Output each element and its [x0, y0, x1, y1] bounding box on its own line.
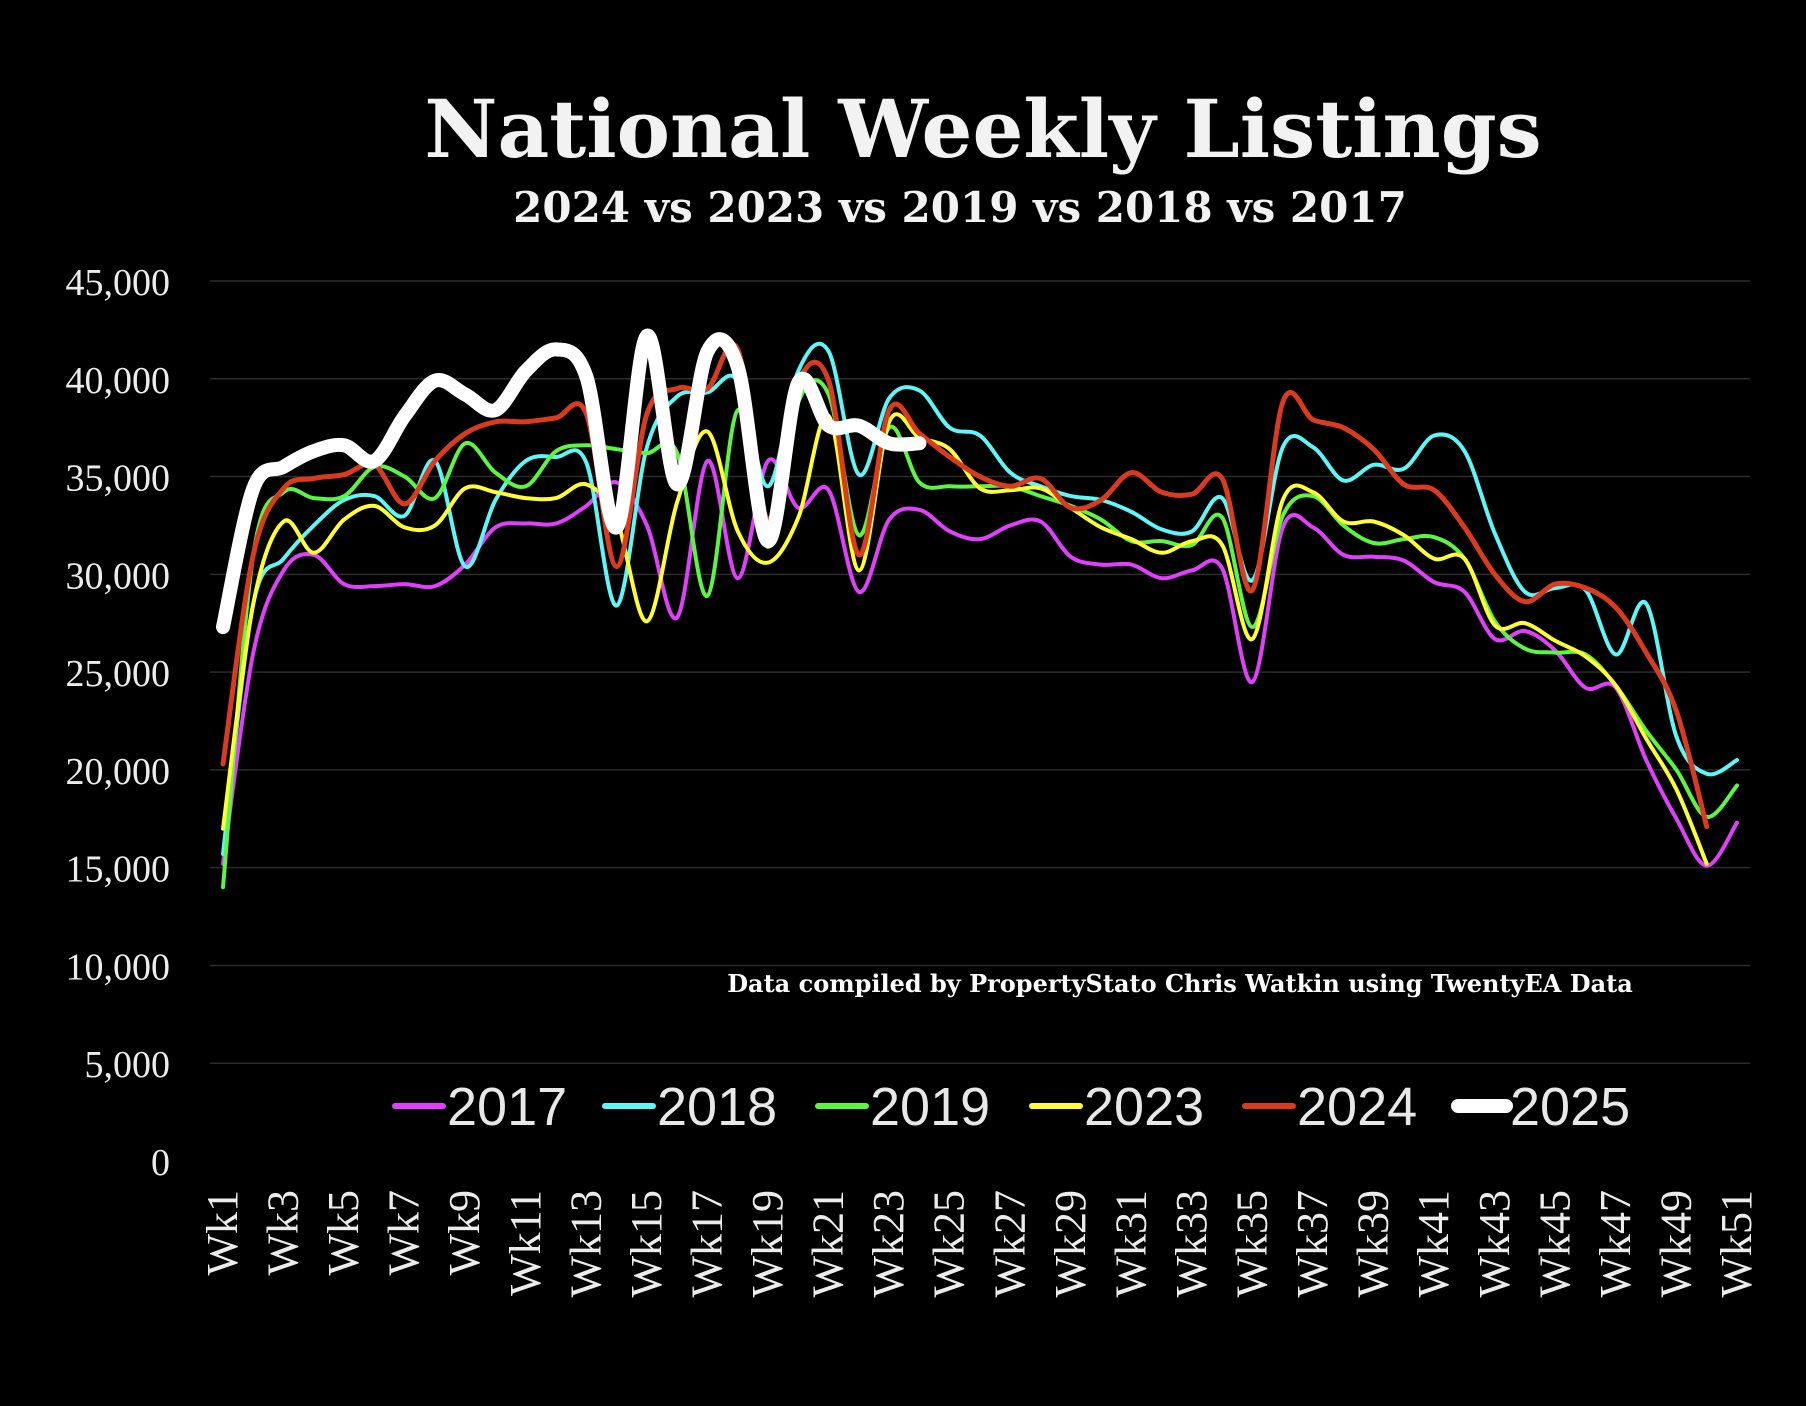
- x-tick-label: Wk35: [1228, 1190, 1277, 1298]
- y-tick-label: 5,000: [85, 1044, 171, 1086]
- x-tick-label: Wk13: [561, 1190, 610, 1298]
- x-tick-label: Wk1: [198, 1190, 247, 1276]
- x-tick-label: Wk7: [380, 1190, 429, 1276]
- x-tick-label: Wk45: [1530, 1190, 1579, 1298]
- y-axis-tick-labels: 0 5,000 10,000 15,000 20,000 25,000 30,000 35,0…: [66, 262, 171, 1184]
- x-tick-label: Wk47: [1591, 1190, 1640, 1298]
- x-tick-label: Wk31: [1106, 1190, 1155, 1298]
- legend-label-2017: 2017: [447, 1077, 567, 1137]
- y-tick-label: 20,000: [66, 751, 171, 793]
- y-tick-label: 25,000: [66, 653, 171, 695]
- x-tick-label: Wk17: [682, 1190, 731, 1298]
- x-tick-label: Wk37: [1288, 1190, 1337, 1298]
- x-tick-label: Wk5: [319, 1190, 368, 1276]
- series-lines: [216, 328, 1739, 890]
- x-tick-label: Wk49: [1651, 1190, 1700, 1298]
- chart-subtitle: 2024 vs 2023 vs 2019 vs 2018 vs 2017: [513, 183, 1407, 232]
- gridlines: [210, 280, 1750, 1064]
- x-tick-label: Wk27: [985, 1190, 1034, 1298]
- y-tick-label: 0: [151, 1142, 170, 1184]
- series-line-2025: [216, 328, 927, 635]
- x-tick-label: Wk9: [440, 1190, 489, 1276]
- legend-label-2024: 2024: [1297, 1077, 1417, 1137]
- x-tick-label: Wk39: [1349, 1190, 1398, 1298]
- y-tick-label: 45,000: [66, 262, 171, 304]
- x-tick-label: Wk11: [501, 1190, 550, 1296]
- x-tick-label: Wk15: [622, 1190, 671, 1298]
- legend-label-2023: 2023: [1084, 1077, 1204, 1137]
- y-tick-label: 10,000: [66, 946, 171, 988]
- x-tick-label: Wk23: [864, 1190, 913, 1298]
- x-tick-label: Wk29: [1046, 1190, 1095, 1298]
- series-line-2024: [220, 341, 1710, 830]
- x-tick-label: Wk3: [259, 1190, 308, 1276]
- legend-label-2019: 2019: [870, 1077, 990, 1137]
- x-axis-tick-labels: Wk1 Wk3 Wk5 Wk7 Wk9 Wk11 Wk13 Wk15 Wk17 Wk19 Wk21 W…: [198, 1190, 1761, 1298]
- series-line-2018: [221, 342, 1739, 856]
- series-line-2017: [221, 457, 1739, 868]
- legend-label-2025: 2025: [1510, 1077, 1630, 1137]
- legend-label-2018: 2018: [657, 1077, 777, 1137]
- x-tick-label: Wk25: [925, 1190, 974, 1298]
- x-tick-label: Wk21: [804, 1190, 853, 1298]
- x-tick-label: Wk51: [1712, 1190, 1761, 1298]
- x-tick-label: Wk41: [1409, 1190, 1458, 1298]
- y-tick-label: 30,000: [66, 555, 171, 597]
- y-tick-label: 15,000: [66, 849, 171, 891]
- x-tick-label: Wk43: [1470, 1190, 1519, 1298]
- y-tick-label: 40,000: [66, 360, 171, 402]
- data-credit: Data compiled by PropertyStato Chris Wat…: [727, 969, 1633, 998]
- x-tick-label: Wk19: [743, 1190, 792, 1298]
- y-tick-label: 35,000: [66, 458, 171, 500]
- legend: 2017 2018 2019 2023 2024 2025: [392, 1077, 1630, 1137]
- x-tick-label: Wk33: [1167, 1190, 1216, 1298]
- chart-title: National Weekly Listings: [424, 82, 1541, 176]
